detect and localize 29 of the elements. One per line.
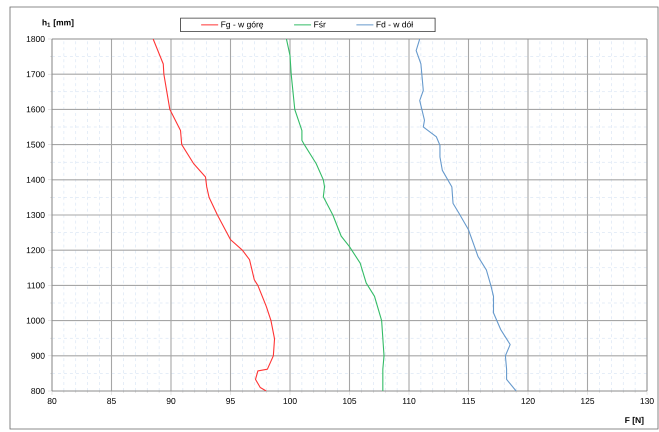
legend-label: Fśr	[314, 21, 326, 28]
x-tick-label: 80	[48, 398, 56, 404]
x-axis-title: F [N]	[625, 416, 644, 425]
x-tick-label: 110	[402, 398, 416, 404]
x-tick-label: 115	[462, 398, 475, 404]
line-series	[286, 38, 385, 391]
x-tick-label: 105	[343, 398, 356, 404]
y-tick-label: 900	[31, 352, 45, 359]
legend-label: Fg - w górę	[221, 21, 264, 30]
x-tick-label: 125	[581, 398, 594, 404]
x-tick-label: 95	[226, 398, 235, 404]
y-tick-label: 1300	[26, 212, 45, 218]
x-tick-label: 100	[284, 398, 297, 404]
line-series	[152, 38, 276, 391]
x-tick-label: 90	[166, 398, 176, 404]
y-tick-label: 1200	[26, 247, 45, 254]
legend-label: Fd - w dół	[376, 21, 414, 28]
y-tick-label: 1100	[27, 282, 45, 288]
x-tick-label: 130	[640, 398, 654, 404]
x-tick-label: 120	[522, 398, 535, 404]
y-tick-label: 1700	[26, 71, 45, 78]
y-tick-label: 1000	[26, 318, 45, 324]
y-tick-label: 800	[31, 388, 45, 394]
y-tick-label: 1600	[26, 106, 45, 112]
y-axis-title: h$_{1}$ [mm]	[42, 19, 74, 28]
x-tick-label: 85	[107, 398, 116, 404]
y-tick-label: 1800	[26, 36, 45, 42]
y-tick-label: 1400	[26, 176, 45, 183]
y-tick-label: 1500	[26, 142, 45, 148]
